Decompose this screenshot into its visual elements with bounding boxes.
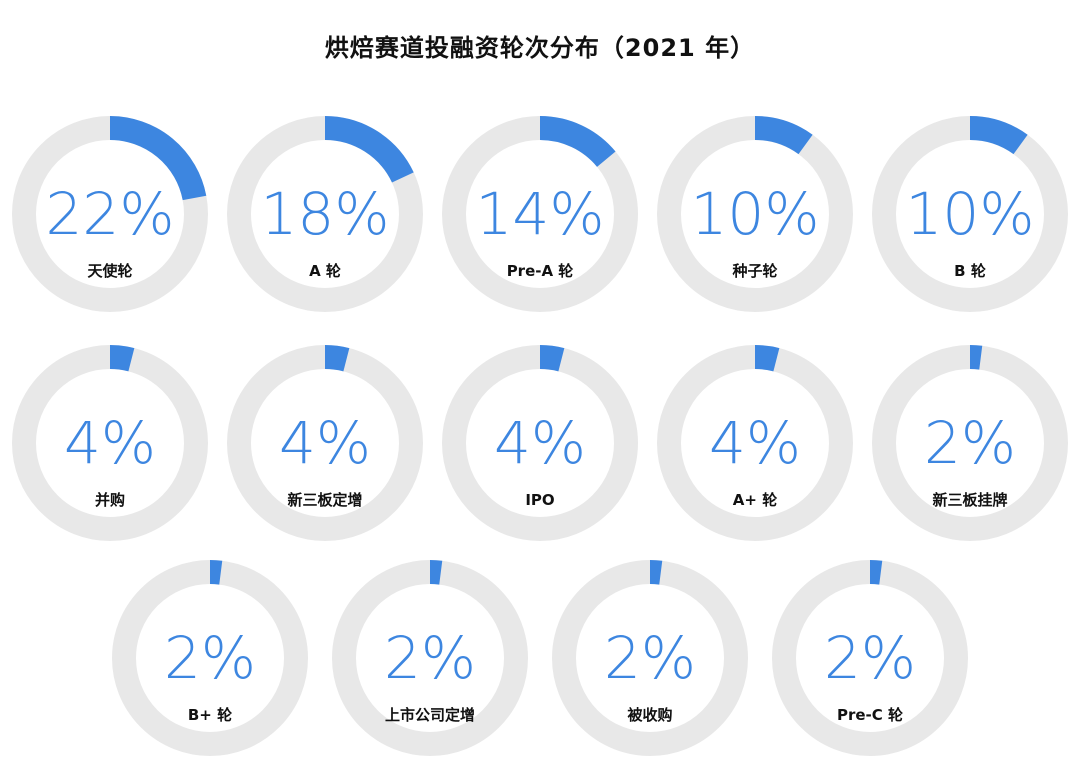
donut-3: 14% Pre-A 轮 xyxy=(442,116,638,312)
category-label: 被收购 xyxy=(627,706,672,724)
donut-6: 4% 并购 xyxy=(12,345,208,541)
donut-14: 2% Pre-C 轮 xyxy=(772,560,968,756)
percent-label: 4% xyxy=(709,409,801,477)
category-label: 天使轮 xyxy=(87,262,132,280)
donut-value-arc xyxy=(552,560,748,756)
percent-label: 2% xyxy=(924,409,1016,477)
category-label: 新三板定增 xyxy=(287,491,362,509)
percent-label: 10% xyxy=(906,180,1035,248)
donut-value-arc xyxy=(442,345,638,541)
donut-11: 2% B+ 轮 xyxy=(112,560,308,756)
donut-10: 2% 新三板挂牌 xyxy=(872,345,1068,541)
category-label: A+ 轮 xyxy=(733,491,777,509)
category-label: Pre-C 轮 xyxy=(837,706,903,724)
percent-label: 4% xyxy=(64,409,156,477)
chart-title: 烘焙赛道投融资轮次分布（2021 年） xyxy=(324,34,756,62)
category-label: 新三板挂牌 xyxy=(932,491,1007,509)
category-label: 种子轮 xyxy=(731,262,777,280)
donut-4: 10% 种子轮 xyxy=(657,116,853,312)
percent-label: 4% xyxy=(279,409,371,477)
category-label: 上市公司定增 xyxy=(385,706,475,724)
donut-5: 10% B 轮 xyxy=(872,116,1068,312)
percent-label: 2% xyxy=(824,624,916,692)
category-label: B+ 轮 xyxy=(188,706,232,724)
donut-value-arc xyxy=(657,116,853,312)
percent-label: 2% xyxy=(164,624,256,692)
donut-value-arc xyxy=(12,345,208,541)
category-label: Pre-A 轮 xyxy=(507,262,574,280)
donut-2: 18% A 轮 xyxy=(227,116,423,312)
donut-value-arc xyxy=(772,560,968,756)
donut-12: 2% 上市公司定增 xyxy=(332,560,528,756)
percent-label: 2% xyxy=(384,624,476,692)
donut-value-arc xyxy=(12,116,208,312)
donut-13: 2% 被收购 xyxy=(552,560,748,756)
donut-1: 22% 天使轮 xyxy=(12,116,208,312)
donut-value-arc xyxy=(872,345,1068,541)
donut-8: 4% IPO xyxy=(442,345,638,541)
donut-value-arc xyxy=(332,560,528,756)
donut-value-arc xyxy=(657,345,853,541)
percent-label: 18% xyxy=(261,180,390,248)
donut-value-arc xyxy=(442,116,638,312)
category-label: IPO xyxy=(525,491,554,509)
category-label: A 轮 xyxy=(309,262,341,280)
donut-value-arc xyxy=(227,345,423,541)
percent-label: 10% xyxy=(691,180,820,248)
donut-value-arc xyxy=(227,116,423,312)
donut-value-arc xyxy=(872,116,1068,312)
percent-label: 2% xyxy=(604,624,696,692)
donut-9: 4% A+ 轮 xyxy=(657,345,853,541)
category-label: B 轮 xyxy=(954,262,986,280)
category-label: 并购 xyxy=(95,491,125,509)
percent-label: 22% xyxy=(46,180,175,248)
percent-label: 14% xyxy=(476,180,605,248)
percent-label: 4% xyxy=(494,409,586,477)
donut-value-arc xyxy=(112,560,308,756)
donut-7: 4% 新三板定增 xyxy=(227,345,423,541)
